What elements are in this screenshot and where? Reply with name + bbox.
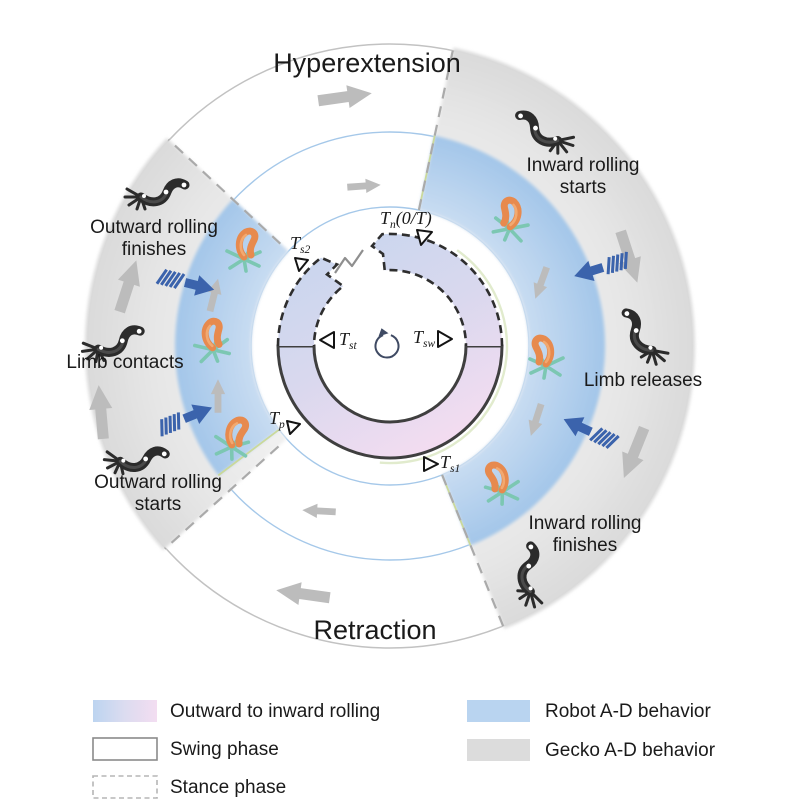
label-outward-rolling-finishes-2: finishes (122, 239, 186, 260)
timing-label-tn: Tn(0/T) (380, 208, 432, 231)
legend-swatch-outward-to-inward (93, 700, 157, 722)
legend-swatch-stance (92, 775, 158, 799)
timing-label-ts2: Ts2 (290, 233, 310, 256)
label-inward-rolling-finishes: Inward rolling (529, 513, 642, 534)
swing-phase-arc (276, 344, 504, 460)
legend-label-robot: Robot A-D behavior (545, 701, 711, 722)
robot-behavior-sector-right (418, 135, 606, 546)
stance-phase-arc-left (278, 257, 344, 346)
marker-triangle-ts2 (294, 257, 309, 272)
legend-swatch-swing (92, 737, 158, 761)
stance-phase-outline-left (276, 256, 346, 347)
timing-label-tsw: Tsw (413, 327, 435, 350)
sector-boundary-bottom-right (441, 474, 505, 628)
legend-label-gecko: Gecko A-D behavior (545, 740, 716, 761)
phase-label-hyperextension: Hyperextension (273, 48, 461, 78)
label-limb-contacts: Limb contacts (66, 352, 183, 373)
sector-boundary-bottom-left (164, 445, 280, 550)
marker-triangle-ts1 (423, 456, 439, 472)
rotation-direction-icon (374, 328, 400, 359)
legend-swatch-robot (467, 700, 530, 722)
label-inward-rolling-starts-2: starts (560, 177, 606, 198)
marker-triangle-tn (416, 229, 433, 246)
legend-label-swing: Swing phase (170, 739, 279, 760)
label-inward-rolling-finishes-2: finishes (553, 535, 617, 556)
legend-label-stance: Stance phase (170, 777, 286, 798)
stance-phase-arc-right (372, 233, 503, 346)
timing-label-ts1: Ts1 (440, 452, 460, 475)
stance-phase-outline-right (370, 232, 504, 347)
legend: Outward to inward rolling Swing phase St… (92, 700, 716, 799)
marker-triangle-tst (319, 331, 335, 349)
marker-triangle-tp (286, 420, 301, 435)
timing-label-tp: Tp (269, 408, 285, 431)
label-outward-rolling-finishes: Outward rolling (90, 217, 218, 238)
inner-blue-circle (250, 206, 530, 486)
sector-boundary-top-left (167, 138, 282, 245)
label-limb-releases: Limb releases (584, 370, 702, 391)
sector-edge-line (217, 428, 280, 477)
marker-triangle-tsw (437, 330, 453, 348)
legend-swatch-gecko (467, 739, 530, 761)
legend-label-outward-to-inward: Outward to inward rolling (170, 701, 380, 722)
phase-label-retraction: Retraction (313, 615, 436, 645)
label-inward-rolling-starts: Inward rolling (527, 155, 640, 176)
label-outward-rolling-starts-2: starts (135, 494, 181, 515)
timing-label-tst: Tst (339, 329, 357, 352)
cycle-break-icon (334, 249, 364, 274)
label-outward-rolling-starts: Outward rolling (94, 472, 222, 493)
sector-boundary-top-right (417, 49, 455, 211)
